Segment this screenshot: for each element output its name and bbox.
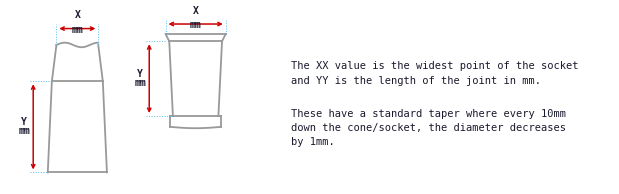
- Text: Y: Y: [137, 69, 143, 79]
- Text: The XX value is the widest point of the socket
and YY is the length of the joint: The XX value is the widest point of the …: [291, 61, 579, 86]
- Text: Y: Y: [21, 117, 27, 127]
- Text: mm: mm: [18, 126, 30, 136]
- Text: mm: mm: [190, 20, 202, 30]
- Text: mm: mm: [71, 25, 83, 35]
- Text: X: X: [74, 10, 80, 20]
- Text: These have a standard taper where every 10mm
down the cone/socket, the diameter : These have a standard taper where every …: [291, 109, 566, 147]
- Text: mm: mm: [134, 78, 146, 88]
- Text: X: X: [193, 6, 199, 16]
